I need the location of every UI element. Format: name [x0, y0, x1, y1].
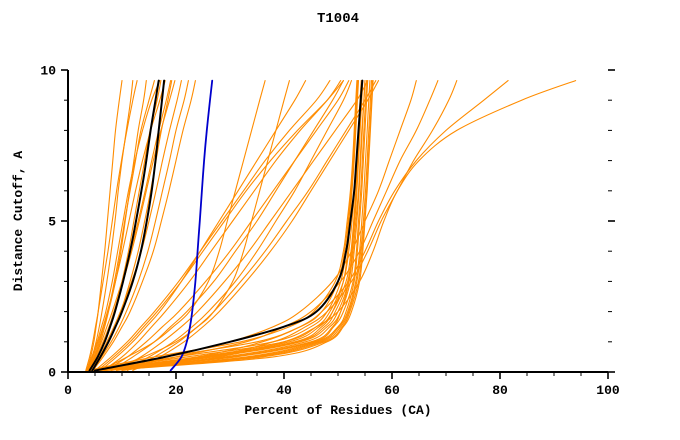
model-curve: [116, 80, 458, 372]
model-curve: [99, 80, 369, 372]
x-tick-label: 60: [384, 383, 400, 398]
highlight-curve: [94, 79, 364, 372]
model-curve: [105, 80, 350, 372]
model-curve: [116, 80, 369, 372]
model-curve: [94, 80, 331, 372]
model-curve: [99, 80, 266, 372]
highlight-curve: [88, 79, 160, 372]
x-axis-label: Percent of Residues (CA): [244, 403, 431, 418]
x-tick-label: 20: [168, 383, 184, 398]
model-curve: [126, 80, 377, 372]
model-curve: [121, 80, 353, 372]
model-curve: [91, 80, 189, 372]
y-tick-label: 5: [48, 215, 56, 230]
model-curve: [89, 80, 147, 372]
model-curve: [87, 80, 134, 372]
model-curve: [132, 80, 380, 372]
chart-title: T1004: [317, 11, 359, 27]
model-curve: [102, 80, 342, 372]
model-curve: [85, 80, 161, 372]
highlight-curve: [91, 79, 166, 372]
model-curve: [105, 80, 439, 372]
model-curve: [86, 80, 123, 372]
x-tick-label: 100: [596, 383, 620, 398]
y-axis-label: Distance Cutoff, A: [11, 151, 26, 292]
reference-curve: [169, 79, 214, 372]
model-curve: [97, 80, 373, 372]
model-curve: [85, 80, 138, 372]
model-curve: [87, 80, 172, 372]
model-curve: [97, 80, 344, 372]
model-curve: [110, 80, 509, 372]
model-curve: [93, 80, 364, 372]
x-tick-label: 80: [492, 383, 508, 398]
model-curve: [94, 80, 366, 372]
model-curve: [105, 80, 290, 372]
model-curve: [86, 80, 166, 372]
y-tick-label: 0: [48, 366, 56, 381]
x-tick-label: 0: [64, 383, 72, 398]
model-curve: [98, 80, 371, 372]
model-curve: [92, 80, 196, 372]
y-tick-label: 10: [40, 64, 56, 79]
model-curve: [88, 80, 176, 372]
x-tick-label: 40: [276, 383, 292, 398]
curves-layer: [85, 79, 577, 372]
axes-layer: [61, 69, 615, 379]
tick-labels-layer: 0 20 40 60 80 100 0 5 10: [40, 64, 620, 399]
model-curve: [121, 80, 577, 372]
model-curve: [86, 80, 358, 372]
model-curve: [86, 80, 155, 372]
